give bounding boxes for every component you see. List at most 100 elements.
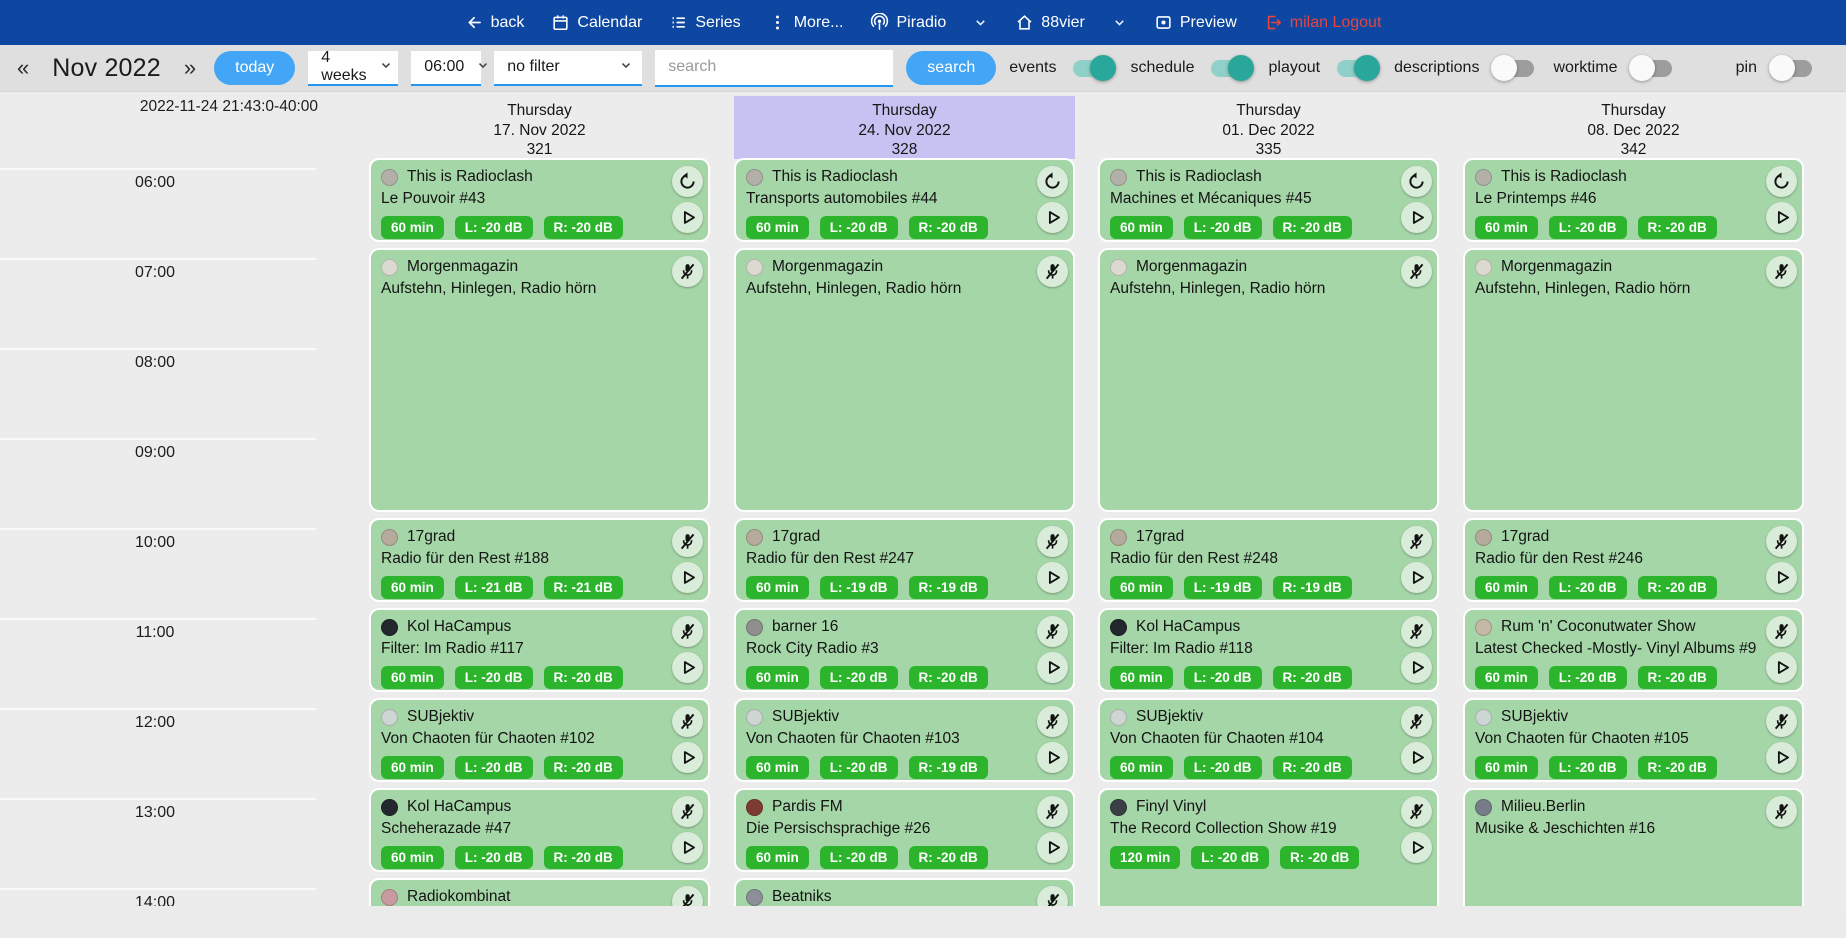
play-button[interactable] [672,832,703,863]
day-header[interactable]: Thursday 17. Nov 2022 321 [369,96,710,159]
event-card[interactable]: Kol HaCampus Scheherazade #47 60 min L: -20… [371,790,708,870]
play-button[interactable] [672,742,703,773]
nav-series[interactable]: Series [669,13,741,32]
mic-off-button[interactable] [672,706,703,737]
play-button[interactable] [1766,652,1797,683]
start-time-select[interactable]: 06:00 [411,50,488,86]
nav-back[interactable]: back [465,13,524,32]
event-card[interactable]: This is Radioclash Machines et Mécaniques… [1100,160,1437,240]
restart-button[interactable] [1766,166,1797,197]
event-card[interactable]: Morgenmagazin Aufstehn, Hinlegen, Radio h… [1100,250,1437,510]
mic-off-button[interactable] [672,796,703,827]
descriptions-switch[interactable] [1491,55,1535,81]
event-card[interactable]: SUBjektiv Von Chaoten für Chaoten #103 60 … [736,700,1073,780]
nav-more[interactable]: More... [768,13,843,32]
play-button[interactable] [1401,562,1432,593]
schedule-switch[interactable] [1211,55,1255,81]
event-card[interactable]: Morgenmagazin Aufstehn, Hinlegen, Radio h… [371,250,708,510]
play-button[interactable] [672,562,703,593]
event-card[interactable]: Beatniks [736,880,1073,906]
play-button[interactable] [1766,202,1797,233]
restart-button[interactable] [1401,166,1432,197]
events-switch[interactable] [1073,55,1117,81]
search-button[interactable]: search [906,51,997,85]
event-card[interactable]: This is Radioclash Transports automobiles… [736,160,1073,240]
event-card[interactable]: Morgenmagazin Aufstehn, Hinlegen, Radio h… [1465,250,1802,510]
play-button[interactable] [1766,742,1797,773]
mic-off-button[interactable] [672,526,703,557]
today-button[interactable]: today [214,51,296,85]
event-card[interactable]: Morgenmagazin Aufstehn, Hinlegen, Radio h… [736,250,1073,510]
nav-station-dropdown[interactable] [1112,15,1127,30]
event-card[interactable]: Finyl Vinyl The Record Collection Show #1… [1100,790,1437,906]
mic-off-button[interactable] [1401,796,1432,827]
mic-off-button[interactable] [1037,886,1068,906]
mic-off-button[interactable] [1766,706,1797,737]
event-card[interactable]: 17grad Radio für den Rest #248 60 min L: -1… [1100,520,1437,600]
nav-calendar[interactable]: Calendar [551,13,642,32]
mic-off-button[interactable] [1037,616,1068,647]
mic-off-button[interactable] [1401,706,1432,737]
mic-off-button[interactable] [1401,526,1432,557]
next-week-button[interactable]: » [183,55,197,80]
play-button[interactable] [1401,832,1432,863]
event-card[interactable]: Kol HaCampus Filter: Im Radio #118 60 min L… [1100,610,1437,690]
event-card[interactable]: 17grad Radio für den Rest #247 60 min L: -1… [736,520,1073,600]
nav-station[interactable]: 88vier [1015,13,1085,32]
play-button[interactable] [1037,832,1068,863]
playout-switch[interactable] [1337,55,1381,81]
restart-button[interactable] [672,166,703,197]
mic-off-button[interactable] [672,616,703,647]
play-button[interactable] [1037,652,1068,683]
mic-off-button[interactable] [1766,616,1797,647]
event-card[interactable]: Milieu.Berlin Musike & Jeschichten #16 [1465,790,1802,906]
search-input[interactable] [655,49,894,87]
play-button[interactable] [1037,742,1068,773]
mic-off-button[interactable] [1766,526,1797,557]
day-header[interactable]: Thursday 24. Nov 2022 328 [734,96,1075,159]
event-card[interactable]: SUBjektiv Von Chaoten für Chaoten #104 60 … [1100,700,1437,780]
event-card[interactable]: SUBjektiv Von Chaoten für Chaoten #102 60 … [371,700,708,780]
mic-off-button[interactable] [1766,796,1797,827]
hour-gridline [0,888,316,890]
play-button[interactable] [1037,202,1068,233]
filter-select[interactable]: no filter [494,50,643,86]
nav-preview[interactable]: Preview [1154,13,1237,32]
play-button[interactable] [1766,562,1797,593]
mic-off-button[interactable] [1037,796,1068,827]
range-select[interactable]: 4 weeks [308,49,399,86]
mic-off-button[interactable] [1037,706,1068,737]
mic-off-button[interactable] [1401,256,1432,287]
mic-off-button[interactable] [672,256,703,287]
nav-piradio-dropdown[interactable] [973,15,988,30]
play-button[interactable] [672,652,703,683]
event-card[interactable]: barner 16 Rock City Radio #3 60 min L: -20 … [736,610,1073,690]
nav-piradio[interactable]: Piradio [870,13,946,32]
pin-switch[interactable] [1769,55,1812,81]
event-card[interactable]: Rum 'n' Coconutwater Show Latest Checked … [1465,610,1802,690]
play-button[interactable] [672,202,703,233]
mic-off-button[interactable] [1037,526,1068,557]
restart-button[interactable] [1037,166,1068,197]
mic-off-button[interactable] [1766,256,1797,287]
mic-off-button[interactable] [1037,256,1068,287]
mic-off-button[interactable] [672,886,703,906]
play-button[interactable] [1401,742,1432,773]
event-card[interactable]: 17grad Radio für den Rest #246 60 min L: -2… [1465,520,1802,600]
event-card[interactable]: This is Radioclash Le Pouvoir #43 60 min L:… [371,160,708,240]
worktime-switch[interactable] [1629,55,1673,81]
play-button[interactable] [1401,652,1432,683]
event-card[interactable]: Pardis FM Die Persischsprachige #26 60 min… [736,790,1073,870]
play-button[interactable] [1401,202,1432,233]
event-card[interactable]: 17grad Radio für den Rest #188 60 min L: -2… [371,520,708,600]
day-header[interactable]: Thursday 01. Dec 2022 335 [1098,96,1439,159]
event-card[interactable]: SUBjektiv Von Chaoten für Chaoten #105 60 … [1465,700,1802,780]
event-card[interactable]: This is Radioclash Le Printemps #46 60 min… [1465,160,1802,240]
event-card[interactable]: Kol HaCampus Filter: Im Radio #117 60 min L… [371,610,708,690]
event-card[interactable]: Radiokombinat [371,880,708,906]
prev-week-button[interactable]: « [17,55,30,80]
nav-logout[interactable]: milan Logout [1264,13,1381,32]
play-button[interactable] [1037,562,1068,593]
mic-off-button[interactable] [1401,616,1432,647]
day-header[interactable]: Thursday 08. Dec 2022 342 [1463,96,1804,159]
